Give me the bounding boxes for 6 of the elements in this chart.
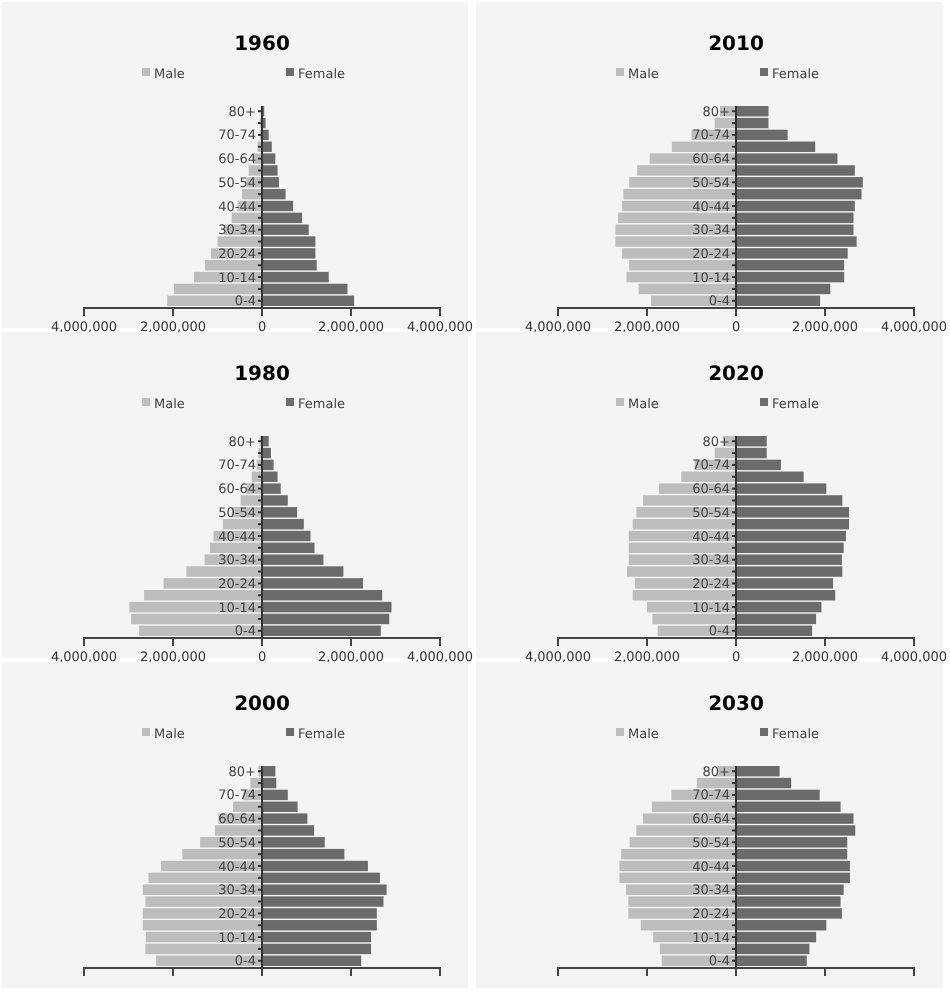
chart-title: 2020 bbox=[708, 364, 764, 386]
chart-title: 2010 bbox=[708, 34, 764, 56]
chart-title: 1960 bbox=[234, 34, 290, 56]
chart-title: 2000 bbox=[234, 694, 290, 716]
chart-title: 1980 bbox=[234, 364, 290, 386]
chart-title: 2030 bbox=[708, 694, 764, 716]
